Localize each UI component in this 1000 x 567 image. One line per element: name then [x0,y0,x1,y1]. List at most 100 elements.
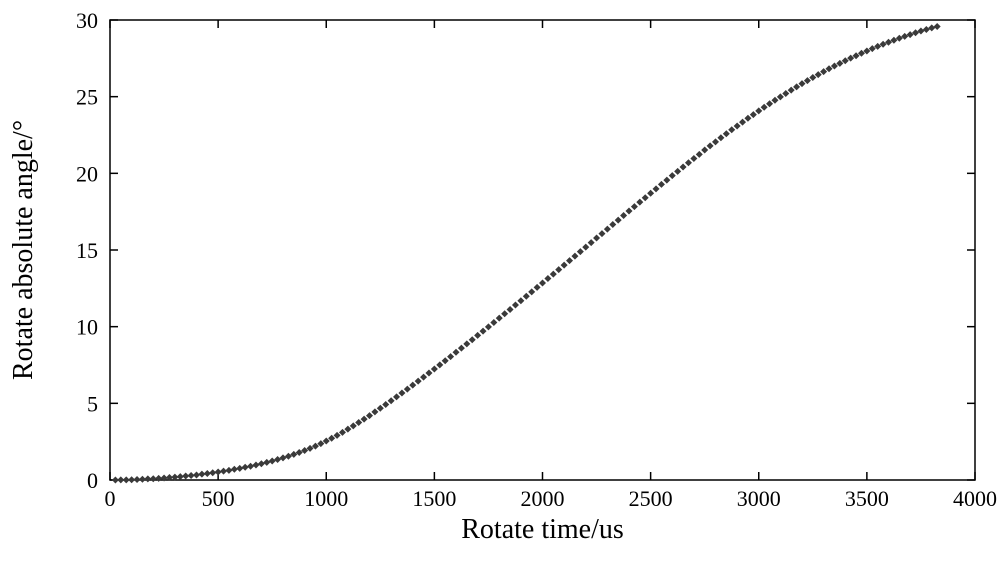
data-point [512,302,519,309]
data-point [388,397,395,404]
data-point [761,104,768,111]
data-point [917,28,924,35]
data-point [501,310,508,317]
data-point [653,185,660,192]
data-point [604,226,611,233]
data-point [788,87,795,94]
x-tick-label: 2500 [629,486,673,511]
data-point [712,138,719,145]
data-point [642,194,649,201]
data-point [658,181,665,188]
data-point [636,199,643,206]
data-point [231,466,238,473]
y-tick-label: 10 [76,315,98,340]
x-tick-label: 3500 [845,486,889,511]
data-point [453,349,460,356]
data-point [593,235,600,242]
data-point [215,469,222,476]
data-point [701,147,708,154]
data-point [393,393,400,400]
data-point [793,83,800,90]
data-point [404,386,411,393]
x-tick-label: 500 [202,486,235,511]
data-point [480,328,487,335]
data-point [901,33,908,40]
data-point [544,275,551,282]
data-point [928,24,935,31]
chart-svg: 0500100015002000250030003500400005101520… [0,0,1000,567]
data-point [285,453,292,460]
data-point [377,405,384,412]
data-point [755,107,762,114]
data-point [680,164,687,171]
data-point [626,208,633,215]
x-tick-label: 1000 [304,486,348,511]
data-point [252,461,259,468]
x-tick-label: 1500 [412,486,456,511]
data-point [912,29,919,36]
data-point [598,230,605,237]
data-point [534,284,541,291]
data-point [707,142,714,149]
y-tick-label: 20 [76,161,98,186]
data-point [804,77,811,84]
x-tick-label: 0 [105,486,116,511]
y-tick-label: 15 [76,238,98,263]
data-point [247,463,254,470]
data-point [469,336,476,343]
data-point [934,23,941,30]
data-point [566,257,573,264]
data-point [609,221,616,228]
data-point [907,31,914,38]
data-point [177,473,184,480]
x-axis-label: Rotate time/us [461,514,624,545]
data-point [669,172,676,179]
data-point [209,469,216,476]
data-point [717,134,724,141]
data-point [734,122,741,129]
data-point [371,408,378,415]
data-point [463,340,470,347]
data-point [225,467,232,474]
data-point [550,271,557,278]
scatter-chart: 0500100015002000250030003500400005101520… [0,0,1000,567]
data-point [290,451,297,458]
data-point [382,401,389,408]
data-point [507,306,514,313]
data-point [344,426,351,433]
data-point [588,239,595,246]
data-point [188,472,195,479]
data-point [539,279,546,286]
y-tick-label: 30 [76,8,98,33]
x-tick-label: 3000 [737,486,781,511]
data-point [571,253,578,260]
data-point [425,369,432,376]
data-point [415,378,422,385]
y-tick-label: 0 [87,468,98,493]
data-point [777,93,784,100]
data-point [204,470,211,477]
data-point [280,454,287,461]
data-point [355,419,362,426]
data-point [263,459,270,466]
data-point [615,217,622,224]
y-tick-label: 5 [87,391,98,416]
y-axis-label: Rotate absolute angle/° [8,120,39,380]
data-point [696,151,703,158]
data-point [728,126,735,133]
data-point [193,471,200,478]
data-point [409,382,416,389]
data-point [398,390,405,397]
data-point [366,412,373,419]
data-point [690,155,697,162]
data-point [750,111,757,118]
data-point [474,332,481,339]
data-point [771,97,778,104]
data-point [198,471,205,478]
data-point [350,422,357,429]
data-point [577,248,584,255]
data-point [528,288,535,295]
data-point [458,345,465,352]
data-point [517,297,524,304]
data-point [620,212,627,219]
